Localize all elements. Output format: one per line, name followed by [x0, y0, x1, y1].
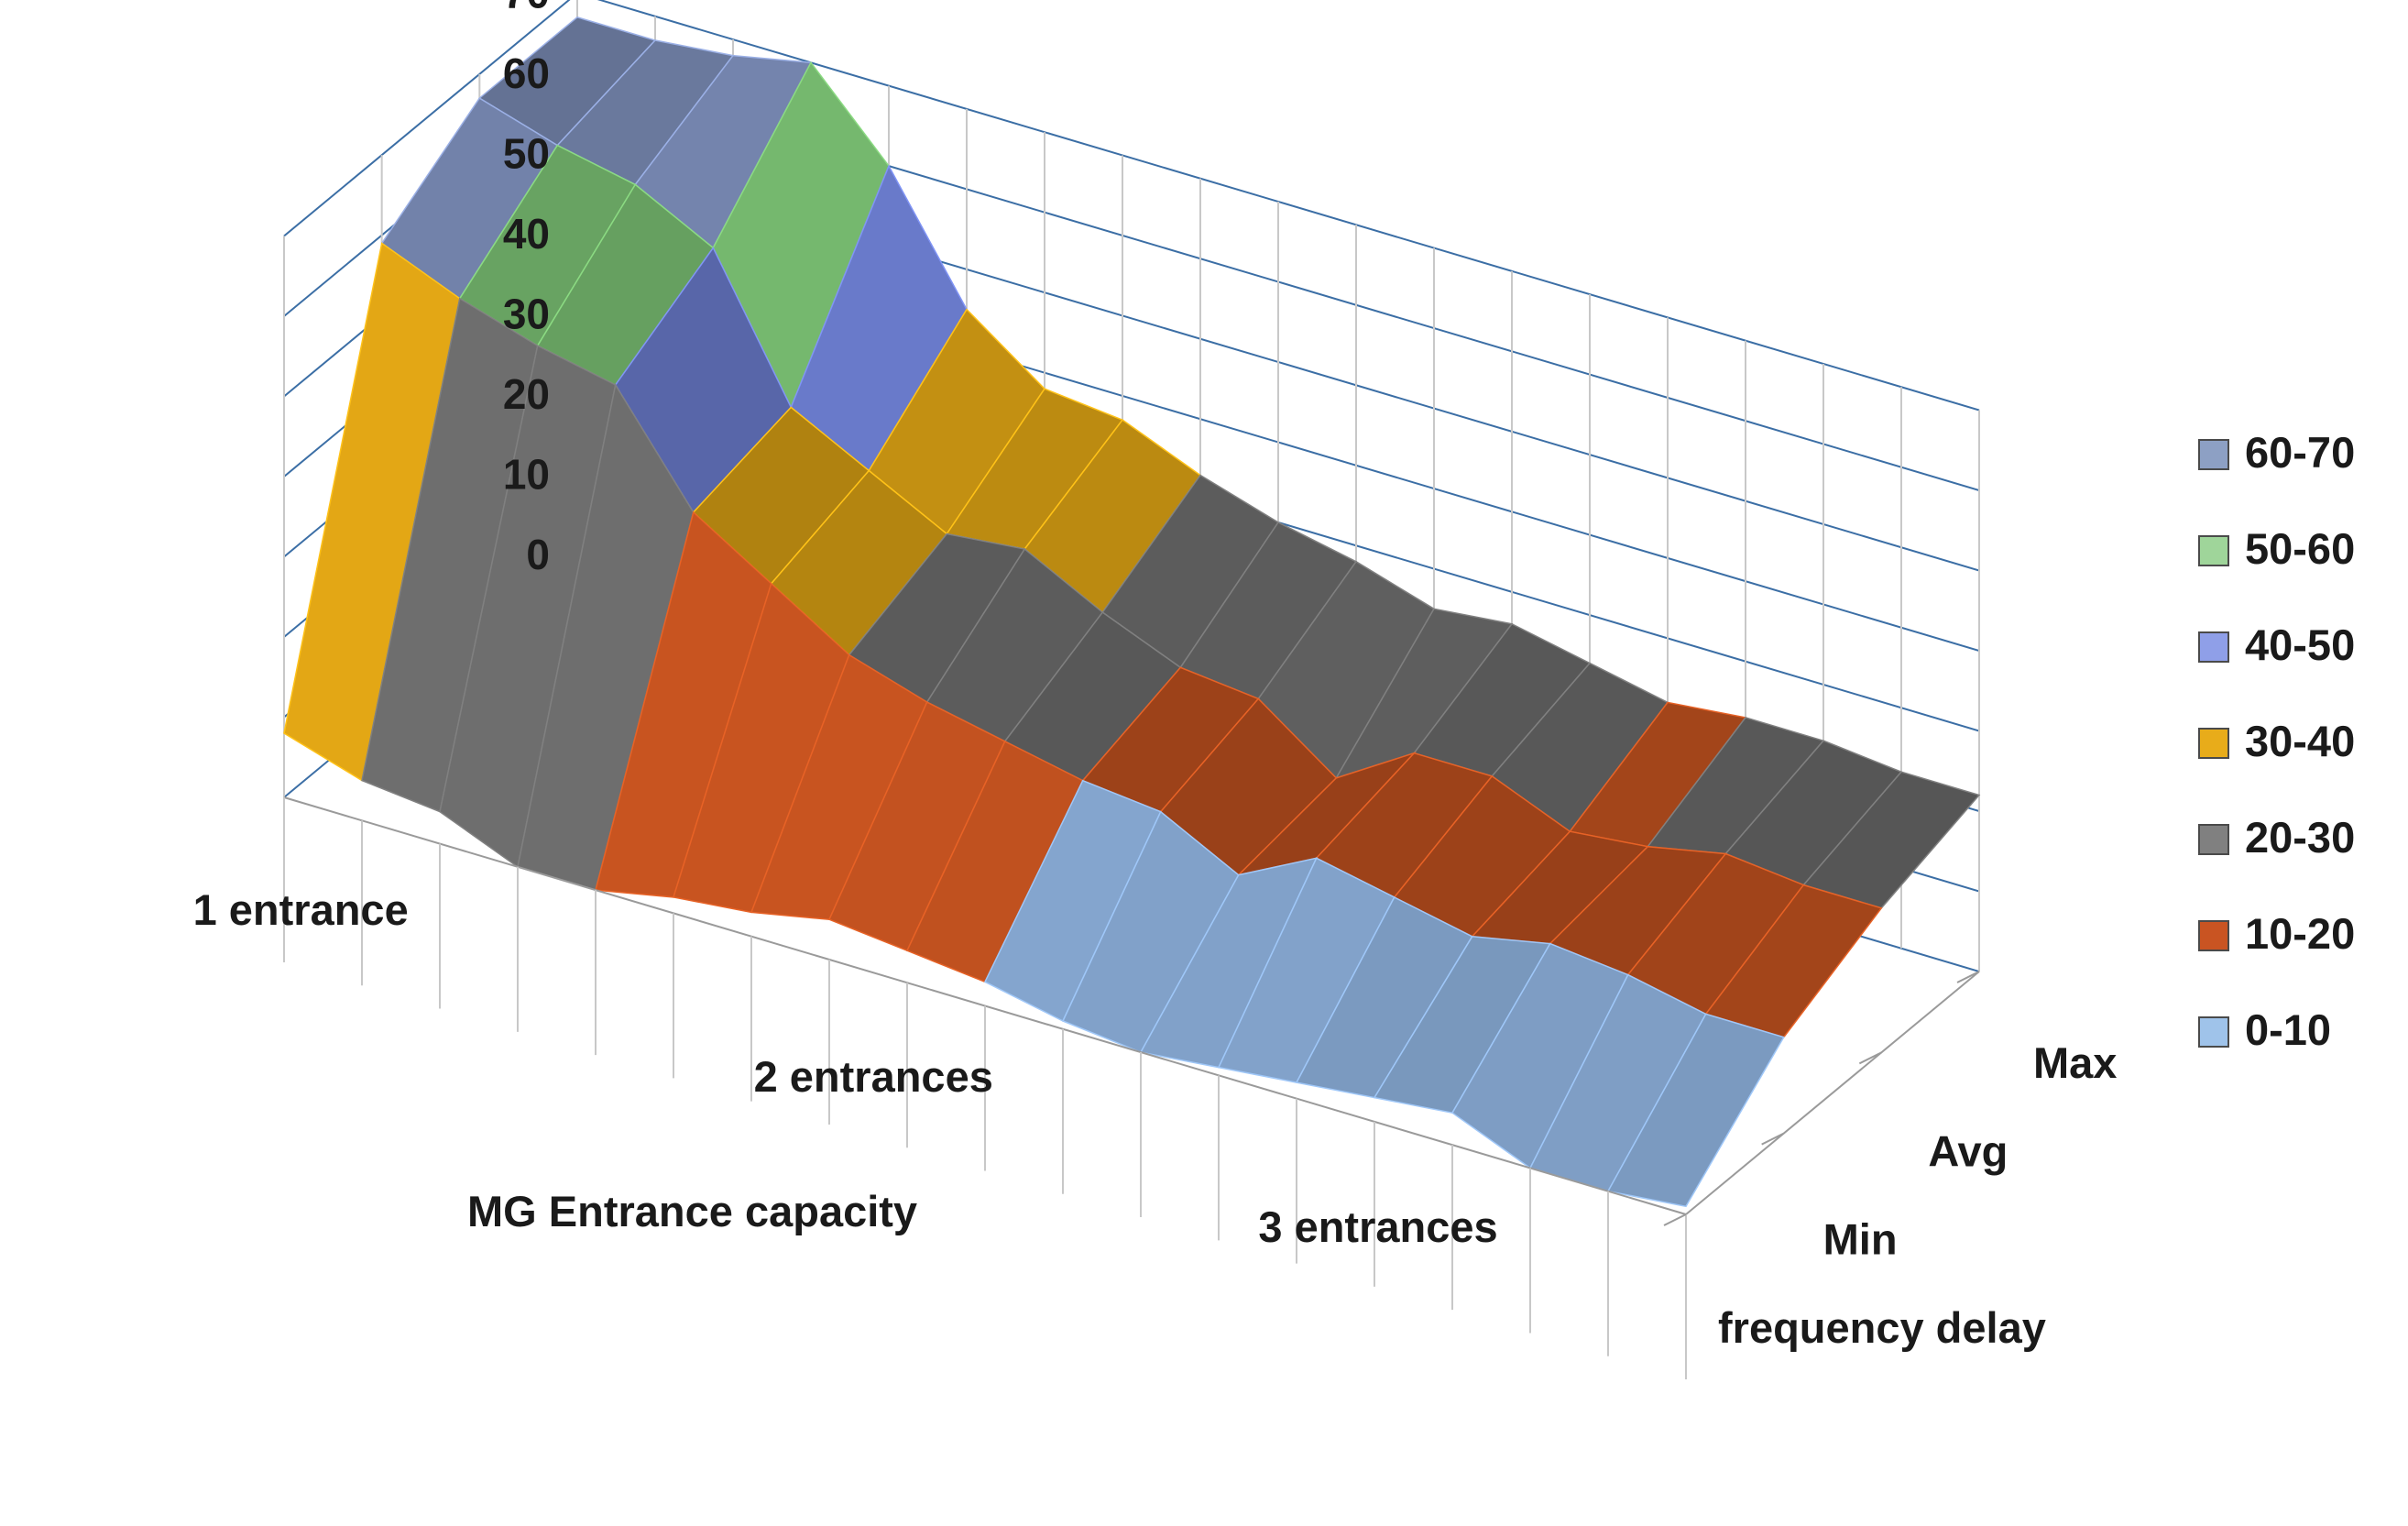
depth-axis-label: Min: [1823, 1215, 1898, 1264]
x-category-label: 1 entrance: [193, 885, 409, 934]
depth-axis-label: frequency delay: [1718, 1303, 2046, 1352]
legend-label: 30-40: [2245, 717, 2355, 765]
depth-tick: [1761, 1132, 1785, 1146]
legend-label: 50-60: [2245, 524, 2355, 573]
legend-label: 20-30: [2245, 813, 2355, 862]
z-tick-label: 20: [503, 370, 550, 418]
depth-axis-labels: frequency delay Min Avg Max: [1718, 1038, 2117, 1352]
legend-label: 10-20: [2245, 909, 2355, 958]
depth-axis-label: Max: [2033, 1038, 2117, 1087]
legend-swatch: [2198, 631, 2229, 663]
legend-swatch: [2198, 1016, 2229, 1048]
x-category-label: 3 entrances: [1258, 1202, 1497, 1251]
x-axis-labels: 1 entrance 2 entrances 3 entrances: [193, 885, 1498, 1251]
z-tick-label: 0: [526, 531, 550, 578]
depth-tick: [1663, 1213, 1687, 1226]
legend-swatch: [2198, 920, 2229, 951]
legend-label: 40-50: [2245, 620, 2355, 669]
left-wall-gridline: [283, 0, 571, 237]
z-axis-tick-labels: 0 10 20 30 40 50 60 70: [503, 0, 550, 578]
z-tick-label: 70: [503, 0, 550, 17]
z-tick-label: 40: [503, 210, 550, 258]
legend-swatch: [2198, 535, 2229, 566]
legend-swatch: [2198, 728, 2229, 759]
legend-swatch: [2198, 824, 2229, 855]
z-tick-label: 60: [503, 49, 550, 97]
legend: 60-70 50-60 40-50 30-40 20-30 10-20 0-10: [2198, 428, 2355, 1054]
chart-surface: [283, 16, 1981, 1208]
z-tick-label: 50: [503, 130, 550, 178]
legend-label: 0-10: [2245, 1005, 2331, 1054]
legend-label: 60-70: [2245, 428, 2355, 477]
depth-tick: [1956, 971, 1980, 983]
x-axis-title: MG Entrance capacity: [467, 1187, 917, 1235]
chart-floor-gridlines: [283, 796, 1980, 1379]
z-tick-label: 10: [503, 451, 550, 499]
z-tick-label: 30: [503, 291, 550, 338]
surface-cell: [1606, 1013, 1785, 1208]
right-axis-line: [1685, 971, 1980, 1215]
depth-axis-label: Avg: [1928, 1126, 2008, 1175]
x-category-label: 2 entrances: [754, 1052, 993, 1101]
depth-tick: [1858, 1051, 1882, 1065]
legend-swatch: [2198, 439, 2229, 470]
